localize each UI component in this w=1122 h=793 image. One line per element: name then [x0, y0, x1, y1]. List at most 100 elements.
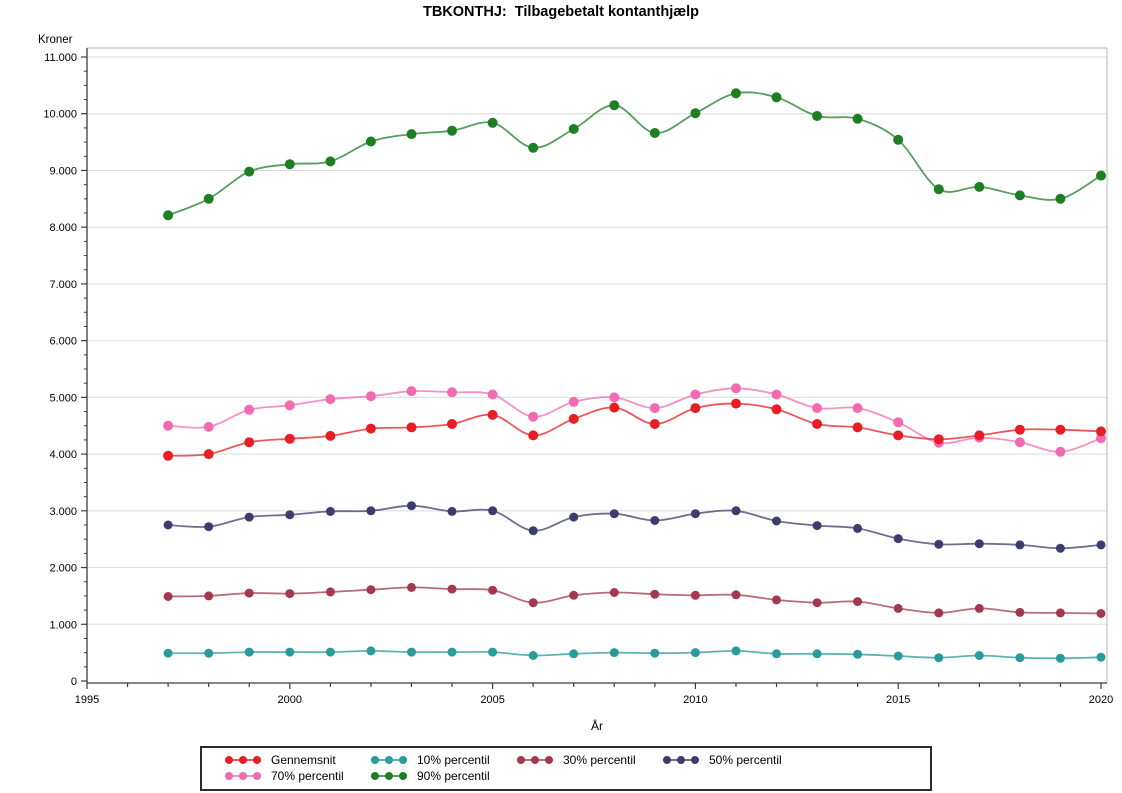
data-point-marker — [284, 159, 295, 170]
data-point-marker — [447, 584, 457, 594]
data-point-marker — [690, 648, 700, 658]
data-point-marker — [244, 166, 255, 177]
legend-marker-icon — [225, 756, 261, 764]
data-point-marker — [325, 647, 335, 657]
y-tick-label: 9.000 — [49, 165, 77, 177]
legend-item: 90% percentil — [368, 768, 514, 784]
data-point-marker — [1096, 652, 1106, 662]
data-point-marker — [812, 598, 822, 608]
legend-label: 70% percentil — [271, 769, 344, 783]
data-point-marker — [325, 156, 336, 167]
data-point-marker — [690, 389, 701, 400]
data-point-marker — [163, 420, 174, 431]
x-tick-label: 2000 — [278, 694, 302, 706]
x-axis-title: År — [591, 718, 603, 733]
data-point-marker — [650, 648, 660, 658]
data-point-marker — [325, 394, 336, 405]
data-point-marker — [609, 648, 619, 658]
data-point-marker — [649, 419, 660, 429]
data-point-marker — [163, 520, 173, 530]
data-point-marker — [285, 647, 295, 657]
data-point-marker — [731, 88, 741, 99]
data-point-marker — [244, 647, 254, 657]
data-point-marker — [1015, 607, 1025, 617]
data-point-marker — [244, 512, 254, 522]
data-point-marker — [853, 649, 863, 659]
data-point-marker — [447, 125, 457, 136]
data-point-marker — [568, 396, 579, 407]
data-point-marker — [731, 398, 741, 409]
data-point-marker — [407, 582, 416, 592]
data-point-marker — [771, 92, 782, 103]
data-point-marker — [1096, 426, 1106, 437]
data-point-marker — [649, 403, 660, 414]
data-point-marker — [772, 649, 781, 659]
data-point-marker — [893, 603, 903, 613]
x-tick-label: 1995 — [75, 694, 99, 706]
legend: Gennemsnit 10% percentil 30% percentil 50% … — [200, 746, 932, 791]
data-point-marker — [609, 509, 619, 519]
data-point-marker — [974, 430, 985, 441]
series-line — [168, 586, 1102, 615]
data-point-marker — [933, 184, 944, 195]
data-point-marker — [487, 117, 498, 128]
chart-title: TBKONTHJ: Tilbagebetalt kontanthjælp — [422, 4, 700, 20]
data-point-marker — [528, 651, 538, 660]
data-point-marker — [852, 113, 863, 124]
data-point-marker — [609, 588, 619, 597]
y-tick-label: 1.000 — [49, 619, 77, 631]
legend-marker-icon — [371, 772, 407, 780]
legend-label: Gennemsnit — [271, 753, 336, 767]
y-tick-label: 11.000 — [44, 52, 77, 64]
data-point-marker — [285, 589, 295, 599]
series-line — [168, 504, 1102, 550]
y-tick-label: 5.000 — [49, 392, 77, 404]
data-point-marker — [852, 422, 863, 433]
data-point-marker — [244, 588, 254, 598]
legend-marker-icon — [663, 756, 699, 764]
x-tick-label: 2015 — [886, 694, 910, 706]
data-point-marker — [406, 422, 417, 433]
data-point-marker — [203, 421, 214, 432]
data-point-marker — [1055, 543, 1065, 553]
data-point-marker — [407, 647, 416, 657]
data-point-marker — [1055, 424, 1066, 435]
data-point-marker — [407, 501, 416, 511]
data-point-marker — [488, 506, 498, 516]
legend-marker-icon — [225, 772, 261, 780]
data-point-marker — [650, 516, 660, 525]
data-point-marker — [731, 506, 741, 516]
data-point-marker — [893, 134, 904, 145]
data-point-marker — [488, 585, 498, 595]
data-point-marker — [365, 423, 376, 434]
data-point-marker — [974, 539, 984, 549]
data-point-marker — [1015, 653, 1025, 663]
series-line — [168, 402, 1102, 457]
data-point-marker — [690, 590, 700, 600]
data-point-marker — [772, 595, 781, 605]
data-point-marker — [528, 411, 539, 422]
y-tick-label: 3.000 — [49, 506, 77, 518]
data-point-marker — [1014, 190, 1025, 201]
data-point-marker — [1055, 608, 1065, 618]
data-point-marker — [447, 387, 457, 398]
y-tick-label: 4.000 — [49, 449, 77, 461]
data-point-marker — [325, 430, 336, 441]
data-point-marker — [528, 430, 539, 441]
data-point-marker — [366, 646, 376, 656]
data-point-marker — [609, 392, 620, 403]
legend-item: Gennemsnit — [222, 752, 368, 768]
data-point-marker — [853, 523, 863, 533]
data-point-marker — [244, 404, 255, 415]
data-point-marker — [974, 603, 984, 613]
y-tick-label: 10.000 — [43, 109, 77, 121]
y-tick-label: 8.000 — [49, 222, 77, 234]
data-point-marker — [1014, 424, 1025, 435]
data-point-marker — [893, 417, 904, 428]
data-point-marker — [569, 512, 579, 522]
data-point-marker — [731, 590, 741, 600]
y-tick-label: 7.000 — [49, 279, 77, 291]
data-point-marker — [893, 534, 903, 544]
data-point-marker — [1096, 170, 1106, 181]
data-point-marker — [568, 413, 579, 424]
